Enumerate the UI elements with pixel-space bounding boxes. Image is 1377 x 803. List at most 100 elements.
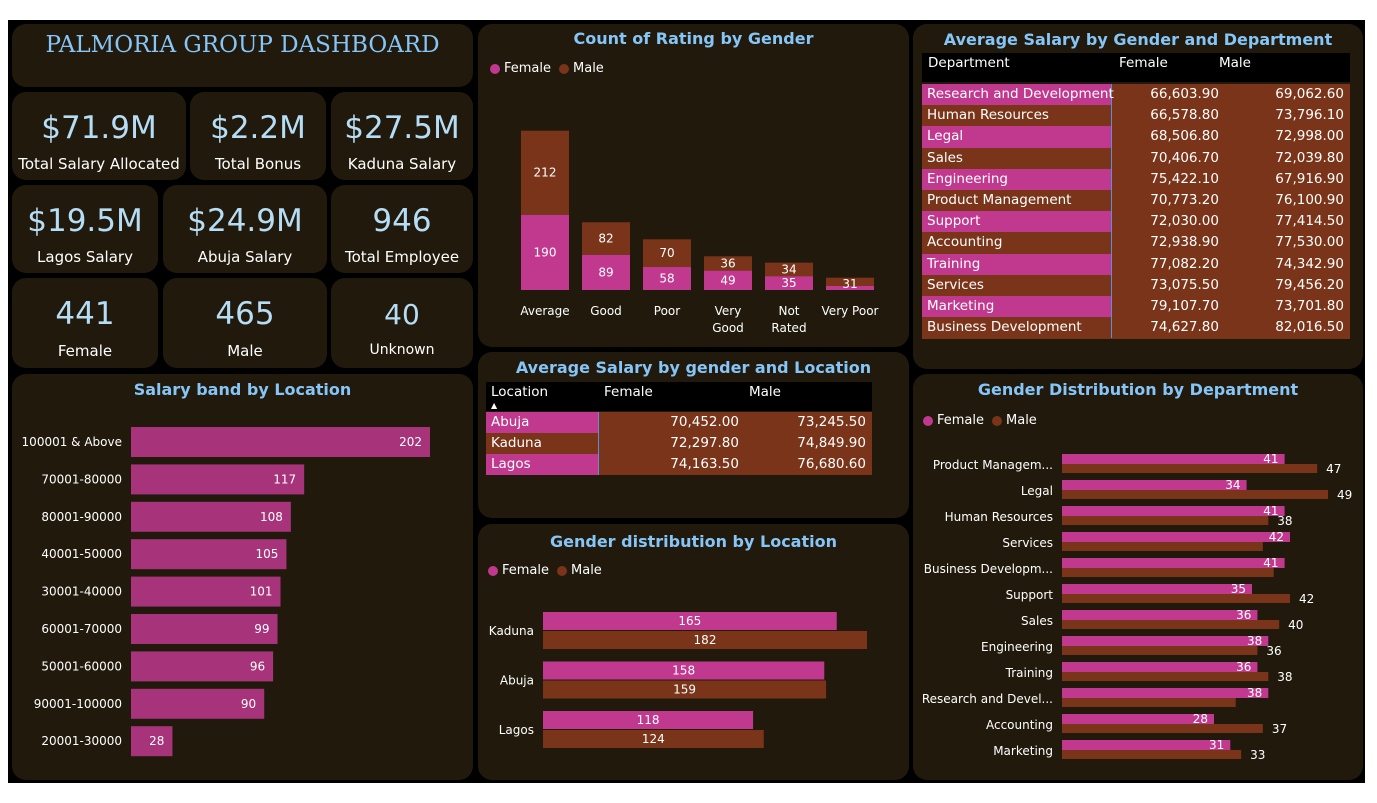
y-tick-label: 100001 & Above: [22, 435, 122, 449]
x-tick-label: Good: [590, 304, 622, 318]
bar-female: [1062, 714, 1214, 724]
table-body: Abuja 70,452.00 73,245.50 Kaduna 72,297.80 74…: [486, 412, 872, 475]
data-label: 38: [1277, 514, 1292, 528]
salary-band-card: Salary band by Location 202 100001 & Abov…: [12, 374, 473, 780]
bar: [131, 576, 281, 607]
data-label: 28: [1193, 712, 1208, 726]
data-label: 49: [1337, 488, 1352, 502]
dept-salary-table: Department Female Male Research and Deve…: [922, 53, 1350, 339]
table-row[interactable]: Marketing 79,107.70 73,701.80: [922, 296, 1350, 318]
y-tick-label: 60001-70000: [41, 622, 122, 636]
table-header: [922, 53, 1350, 82]
table-cell-name: Abuja: [486, 412, 599, 433]
legend-female: Female: [502, 563, 550, 578]
table-cell-female: 70,406.70: [1150, 149, 1219, 166]
kpi-label: Total Employee: [344, 248, 460, 266]
bar: [131, 539, 287, 570]
bar-male: [543, 730, 764, 748]
column-header-male[interactable]: Male: [1219, 55, 1251, 71]
bar-male: [1062, 646, 1258, 655]
table-row[interactable]: Product Management 70,773.20 76,100.90: [922, 190, 1350, 212]
y-tick-label: 80001-90000: [41, 510, 122, 524]
table-row[interactable]: Human Resources 66,578.80 73,796.10: [922, 105, 1350, 127]
kpi-label: Male: [227, 342, 263, 360]
kpi-value: 441: [55, 296, 115, 332]
column-header-female[interactable]: Female: [1119, 55, 1168, 71]
kpi-value: 465: [215, 296, 275, 332]
bar: [131, 427, 430, 457]
kpi-value: 40: [384, 298, 420, 331]
data-label: 212: [534, 166, 557, 180]
table-row[interactable]: Abuja 70,452.00 73,245.50: [486, 412, 872, 433]
data-label: 118: [637, 713, 660, 727]
data-label: 82: [598, 231, 613, 245]
y-tick-label: Support: [1006, 588, 1054, 602]
table-header: [486, 382, 872, 411]
x-tick-label: Very Poor: [822, 304, 879, 318]
dashboard-title: PALMORIA GROUP DASHBOARD: [45, 32, 440, 58]
bar-female: [1062, 740, 1231, 750]
table-cell-name: Lagos: [486, 454, 599, 475]
sort-ascending-icon[interactable]: ▲: [491, 401, 498, 410]
y-tick-label: 40001-50000: [41, 547, 122, 561]
bar-female: [1062, 480, 1247, 490]
chart-title: Average Salary by Gender and Department: [943, 30, 1333, 49]
data-label: 36: [1236, 608, 1251, 622]
data-label: 31: [842, 277, 857, 291]
data-label: 37: [1272, 722, 1287, 736]
table-row[interactable]: Business Development 74,627.80 82,016.50: [922, 317, 1350, 339]
table-cell-name: Training: [922, 253, 1112, 275]
y-tick-label: Services: [1002, 536, 1053, 550]
table-row[interactable]: Lagos 74,163.50 76,680.60: [486, 454, 872, 475]
table-row[interactable]: Services 73,075.50 79,456.20: [922, 274, 1350, 296]
data-label: 165: [678, 614, 701, 628]
y-tick-label: Abuja: [500, 674, 534, 688]
y-tick-label: Lagos: [499, 723, 534, 737]
bar-female: [704, 270, 752, 290]
table-cell-male: 72,039.80: [1275, 149, 1344, 166]
data-label: 47: [1326, 462, 1341, 476]
data-label: 31: [1209, 738, 1224, 752]
column-header-male[interactable]: Male: [749, 384, 781, 400]
x-tick-label: Poor: [654, 304, 680, 318]
table-cell-male: 76,680.60: [797, 456, 866, 472]
y-tick-label: Kaduna: [489, 624, 534, 638]
rating-card: Count of Rating by Gender Female Male 19…: [478, 24, 909, 347]
table-row[interactable]: Kaduna 72,297.80 74,849.90: [486, 433, 872, 454]
bar-male: [1062, 620, 1280, 629]
kpi-kaduna-salary: $27.5M Kaduna Salary: [331, 92, 473, 180]
table-row[interactable]: Sales 70,406.70 72,039.80: [922, 147, 1350, 169]
data-label: 38: [1247, 686, 1262, 700]
table-row[interactable]: Support 72,030.00 77,414.50: [922, 211, 1350, 233]
table-row[interactable]: Research and Development 66,603.90 69,062.…: [922, 84, 1350, 106]
table-row[interactable]: Engineering 75,422.10 67,916.90: [922, 168, 1350, 190]
rating-chart: 190 212 Average 89 82 Good 58 70 Poor 49 36 Very Goo…: [520, 130, 879, 335]
y-tick-label: Training: [1005, 666, 1053, 680]
loc-salary-table: Location ▲ Female Male Abuja 70,452.00 73,…: [486, 382, 872, 478]
kpi-label: Female: [57, 342, 113, 360]
table-cell-male: 69,062.60: [1275, 86, 1344, 102]
bar-female: [521, 214, 569, 290]
table-cell-female: 68,506.80: [1150, 128, 1219, 145]
chart-title: Gender distribution by Location: [550, 532, 837, 551]
table-cell-female: 66,603.90: [1150, 86, 1219, 102]
column-header-location[interactable]: Location: [491, 384, 549, 400]
legend-male: Male: [1006, 413, 1037, 428]
kpi-female: 441 Female: [12, 278, 158, 368]
table-row[interactable]: Legal 68,506.80 72,998.00: [922, 126, 1350, 148]
table-row[interactable]: Training 77,082.20 74,342.90: [922, 253, 1350, 275]
y-tick-label: Business Developm...: [924, 562, 1053, 576]
table-cell-male: 76,100.90: [1275, 192, 1344, 208]
bar: [131, 501, 291, 532]
loc-dist-chart: 165 182 Kaduna 158 159 Abuja 118 124 Lagos: [489, 612, 867, 748]
table-cell-male: 77,530.00: [1275, 234, 1344, 251]
table-row[interactable]: Accounting 72,938.90 77,530.00: [922, 232, 1350, 254]
column-header-department[interactable]: Department: [928, 55, 1010, 71]
bar: [131, 614, 278, 644]
data-label: 36: [1236, 660, 1251, 674]
table-cell-male: 74,849.90: [797, 435, 866, 451]
x-tick-label: Not: [778, 304, 799, 318]
kpi-value: $19.5M: [27, 203, 143, 239]
column-header-female[interactable]: Female: [604, 384, 653, 400]
male-legend-dot: [992, 415, 1003, 426]
